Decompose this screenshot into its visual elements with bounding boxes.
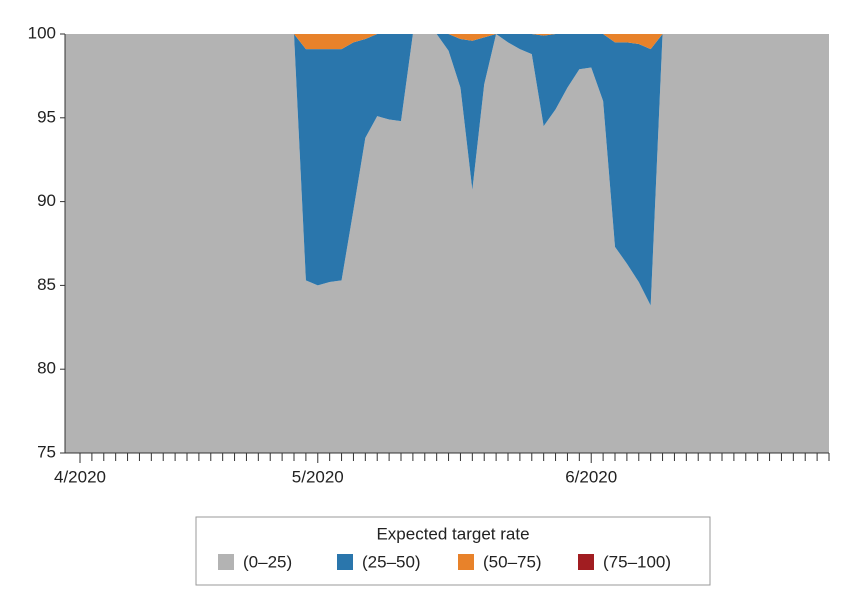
legend-swatch bbox=[578, 554, 594, 570]
y-tick-label: 90 bbox=[37, 191, 56, 210]
y-tick-label: 85 bbox=[37, 275, 56, 294]
area bbox=[65, 34, 829, 453]
y-tick-label: 95 bbox=[37, 107, 56, 126]
legend-box bbox=[195, 516, 711, 586]
legend-swatch bbox=[458, 554, 474, 570]
area bbox=[65, 34, 829, 50]
legend-swatch bbox=[218, 554, 234, 570]
legend-title: Expected target rate bbox=[376, 524, 529, 543]
x-tick-label: 6/2020 bbox=[565, 467, 617, 486]
legend-label: (25–50) bbox=[362, 552, 421, 571]
legend-label: (0–25) bbox=[243, 552, 292, 571]
area bbox=[65, 34, 829, 306]
y-tick-label: 100 bbox=[28, 23, 56, 42]
legend-label: (50–75) bbox=[483, 552, 542, 571]
x-tick-label: 5/2020 bbox=[292, 467, 344, 486]
y-tick-label: 80 bbox=[37, 359, 56, 378]
x-tick-label: 4/2020 bbox=[54, 467, 106, 486]
legend-swatch bbox=[337, 554, 353, 570]
y-tick-label: 75 bbox=[37, 442, 56, 461]
legend-label: (75–100) bbox=[603, 552, 671, 571]
